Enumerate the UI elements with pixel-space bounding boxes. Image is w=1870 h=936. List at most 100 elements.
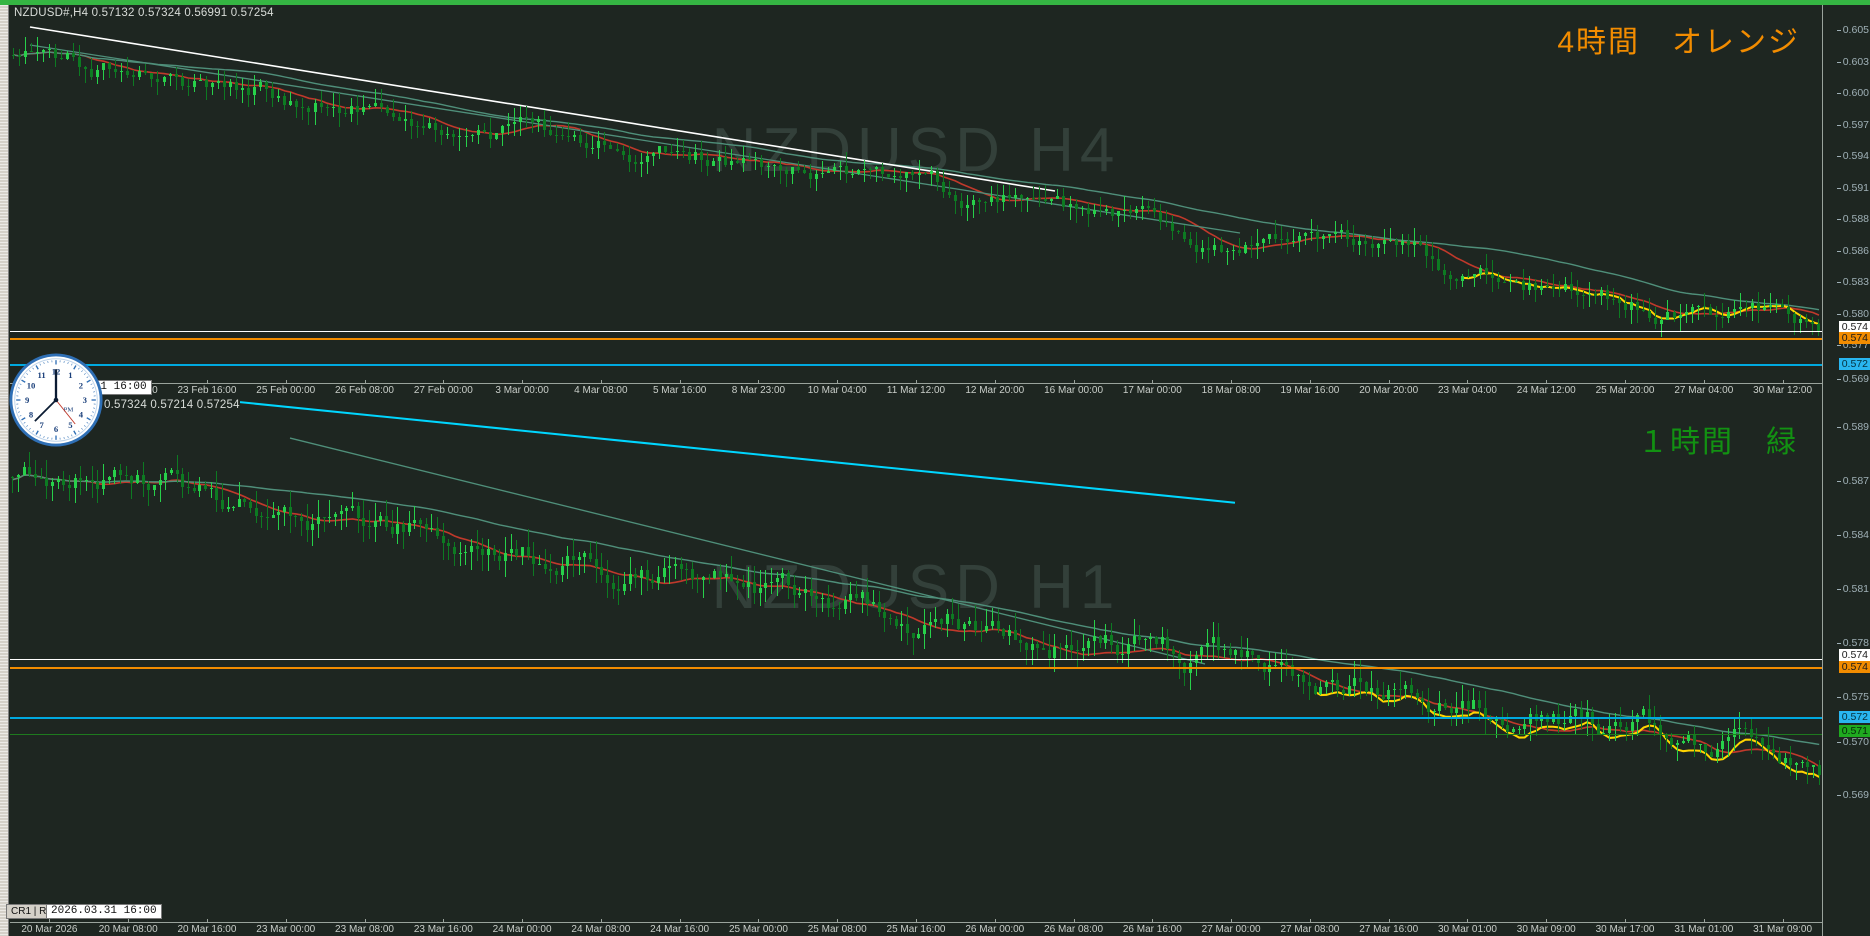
candle-wick <box>703 575 705 599</box>
candlestick <box>1503 277 1507 284</box>
candle-body <box>1132 636 1136 644</box>
price-scale-h1[interactable]: 0.589 0.587 0.584 0.581 0.578 0.575 0.574 0.574… <box>1822 397 1870 936</box>
candle-body <box>373 521 377 527</box>
candlestick <box>792 574 796 608</box>
candlestick <box>135 470 139 485</box>
candle-body <box>452 134 456 138</box>
candle-wick <box>755 152 757 170</box>
candle-wick <box>153 485 155 496</box>
candle-wick <box>102 464 104 495</box>
candlestick <box>1050 198 1054 206</box>
chart-pane-h1[interactable]: 0.57324 0.57214 0.57254 NZDUSD H1 １時間 緑 … <box>0 397 1870 936</box>
candlestick <box>1630 710 1634 740</box>
candle-wick <box>782 567 784 589</box>
candlestick <box>71 42 75 62</box>
candlestick <box>464 545 468 565</box>
candlestick <box>84 475 88 492</box>
plot-area-h4[interactable]: NZDUSD H4 <box>10 5 1822 397</box>
time-tick <box>600 919 602 923</box>
candle-body <box>1030 643 1034 650</box>
candlestick <box>1569 272 1573 299</box>
candlestick <box>237 482 241 508</box>
price-tick-label: 0.588 <box>1836 213 1869 225</box>
candlestick <box>494 132 498 141</box>
time-scale-h1[interactable]: 20 Mar 2026 20 Mar 08:00 20 Mar 16:00 23 Ma… <box>10 919 1822 936</box>
candlestick <box>1030 636 1034 666</box>
candle-wick <box>125 466 127 480</box>
candlestick <box>96 65 100 84</box>
candle-body <box>1104 208 1108 211</box>
time-tick-label: 20 Mar 2026 <box>21 924 78 935</box>
candlestick <box>164 467 168 490</box>
pane-left-edge-scrollbar-h1[interactable] <box>0 397 9 936</box>
candle-body <box>486 548 490 555</box>
candlestick <box>1122 195 1126 222</box>
candlestick <box>1642 300 1646 313</box>
candle-body <box>622 583 626 592</box>
time-tick-label: 16 Mar 00:00 <box>1044 385 1104 396</box>
candle-wick <box>1365 233 1367 257</box>
candle-body <box>1751 302 1755 309</box>
candlestick <box>102 62 106 80</box>
candle-wick <box>1393 682 1395 707</box>
candlestick <box>1358 235 1362 256</box>
candlestick <box>180 72 184 90</box>
candlestick <box>1115 640 1119 664</box>
candlestick <box>645 560 649 591</box>
candle-body <box>881 166 885 175</box>
candle-body <box>560 565 564 575</box>
candlestick <box>413 505 417 530</box>
candle-wick <box>18 48 20 67</box>
candle-body <box>1388 239 1392 241</box>
candle-wick <box>900 169 902 191</box>
candle-body <box>1064 644 1068 648</box>
candle-body <box>96 70 100 78</box>
candlestick <box>1714 305 1718 330</box>
time-tick <box>758 919 760 923</box>
candle-body <box>1659 724 1663 736</box>
candle-body <box>164 473 168 480</box>
candle-body <box>1443 702 1447 708</box>
candle-body <box>1044 198 1048 202</box>
candlestick <box>1310 218 1314 242</box>
candle-body <box>1404 684 1408 689</box>
candle-wick <box>984 200 986 212</box>
chart-pane-h4[interactable]: NZDUSD#,H4 0.57132 0.57324 0.56991 0.572… <box>0 5 1870 397</box>
candle-body <box>1134 209 1138 214</box>
candlestick <box>1274 652 1278 668</box>
candle-body <box>1817 764 1821 776</box>
candle-wick <box>876 165 878 182</box>
candle-body <box>1653 722 1657 725</box>
candlestick <box>1511 727 1515 733</box>
time-tick-label: 27 Mar 04:00 <box>1674 385 1734 396</box>
candlestick <box>1376 243 1380 258</box>
candle-body <box>1153 208 1157 213</box>
candle-body <box>939 618 943 624</box>
candlestick <box>996 183 1000 213</box>
plot-area-h1[interactable]: NZDUSD H1 <box>10 397 1822 936</box>
candlestick <box>1141 195 1144 220</box>
analog-clock-widget[interactable]: 121234567891011 PM <box>8 352 104 448</box>
candle-wick <box>1208 237 1210 263</box>
candle-body <box>1562 722 1566 725</box>
time-tick-label: 30 Mar 01:00 <box>1438 924 1497 935</box>
candle-body <box>84 480 88 482</box>
candle-body <box>985 625 989 631</box>
candlestick <box>1539 279 1543 295</box>
candle-body <box>1070 644 1074 650</box>
candle-body <box>1666 312 1670 320</box>
candlestick <box>1013 613 1017 641</box>
price-tick-label: 0.589 <box>1836 421 1869 433</box>
candle-body <box>702 576 706 581</box>
candlestick <box>1783 753 1787 769</box>
candle-wick <box>1081 205 1083 217</box>
price-tick-label-min: 0.569 <box>1836 373 1869 385</box>
pane-left-edge-scrollbar[interactable] <box>0 5 9 397</box>
candle-body <box>1412 241 1416 246</box>
price-scale-h4[interactable]: 0.605 0.603 0.600 0.597 0.594 0.591 0.588 0.586… <box>1822 5 1870 397</box>
candle-wick <box>1280 225 1282 249</box>
candle-body <box>787 572 791 586</box>
candle-body <box>1086 208 1090 215</box>
candlestick <box>1032 186 1036 200</box>
